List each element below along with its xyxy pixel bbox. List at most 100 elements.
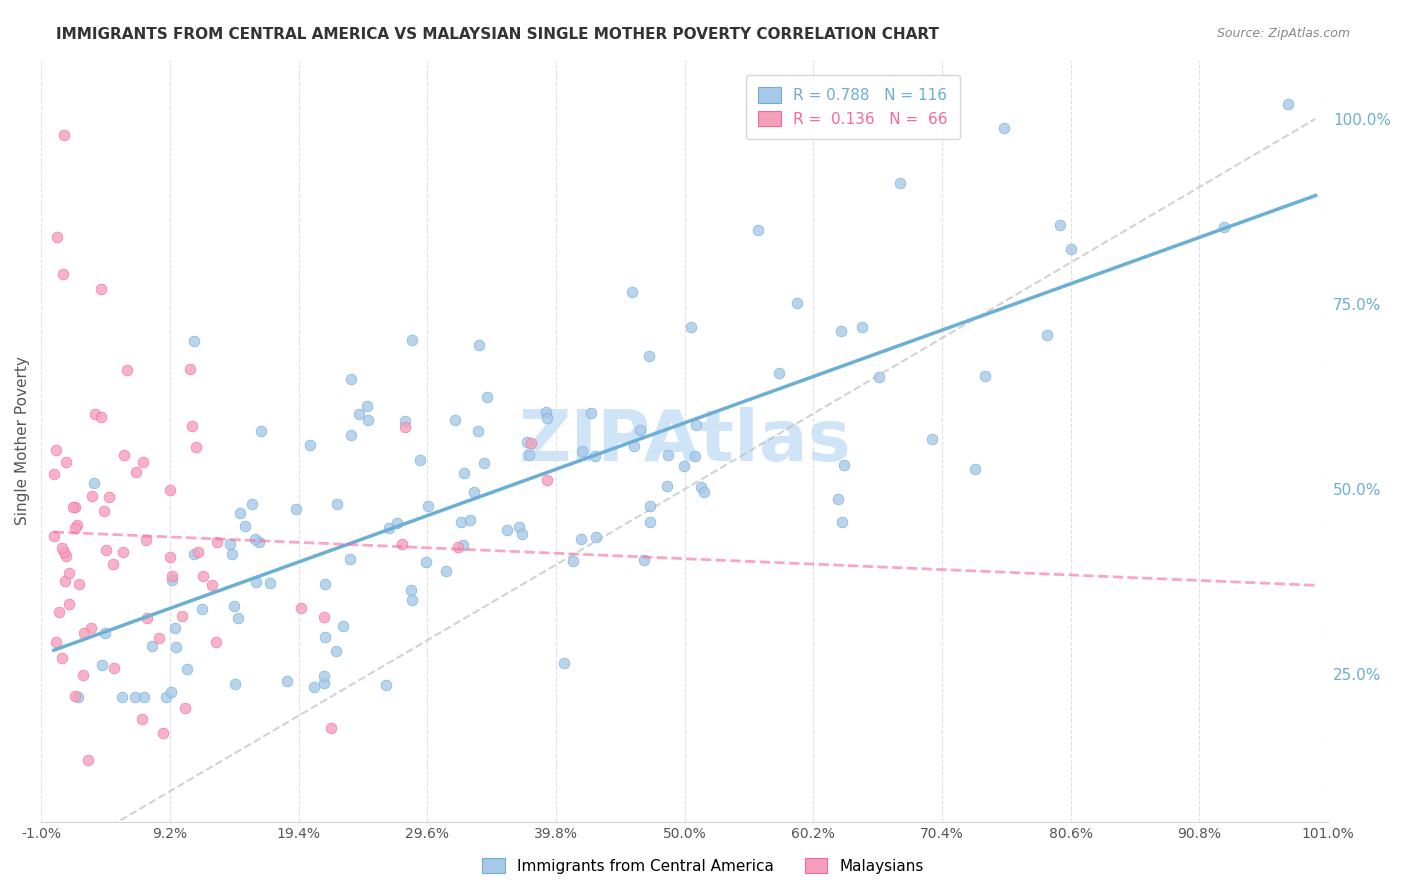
- Y-axis label: Single Mother Poverty: Single Mother Poverty: [15, 357, 30, 525]
- Point: [58, 597, 80, 611]
- Point: [693, 484, 716, 499]
- Point: [132, 690, 155, 704]
- Point: [112, 448, 135, 462]
- Point: [179, 362, 201, 376]
- Point: [62, 500, 84, 515]
- Point: [314, 576, 336, 591]
- Point: [339, 551, 361, 566]
- Point: [638, 499, 661, 513]
- Point: [190, 601, 212, 615]
- Point: [378, 521, 401, 535]
- Point: [186, 545, 208, 559]
- Point: [98, 491, 121, 505]
- Point: [889, 176, 911, 190]
- Point: [298, 437, 321, 451]
- Point: [314, 675, 336, 690]
- Point: [314, 630, 336, 644]
- Point: [520, 436, 543, 450]
- Point: [495, 523, 517, 537]
- Point: [136, 611, 159, 625]
- Point: [415, 556, 437, 570]
- Point: [155, 690, 177, 704]
- Point: [201, 578, 224, 592]
- Point: [391, 537, 413, 551]
- Point: [170, 608, 193, 623]
- Point: [65, 500, 87, 514]
- Point: [77, 752, 100, 766]
- Point: [1212, 220, 1234, 235]
- Point: [159, 550, 181, 565]
- Point: [447, 540, 470, 554]
- Point: [418, 499, 440, 513]
- Point: [408, 453, 430, 467]
- Point: [321, 721, 343, 735]
- Point: [132, 455, 155, 469]
- Point: [90, 410, 112, 425]
- Point: [657, 448, 679, 462]
- Point: [536, 473, 558, 487]
- Point: [534, 405, 557, 419]
- Point: [163, 621, 186, 635]
- Point: [48, 605, 70, 619]
- Point: [101, 557, 124, 571]
- Legend: Immigrants from Central America, Malaysians: Immigrants from Central America, Malaysi…: [475, 852, 931, 880]
- Point: [312, 669, 335, 683]
- Point: [135, 533, 157, 547]
- Point: [633, 552, 655, 566]
- Point: [583, 449, 606, 463]
- Point: [90, 282, 112, 296]
- Point: [993, 121, 1015, 136]
- Point: [356, 400, 378, 414]
- Point: [672, 458, 695, 473]
- Point: [747, 223, 769, 237]
- Point: [53, 545, 76, 559]
- Point: [51, 651, 73, 665]
- Point: [517, 449, 540, 463]
- Point: [229, 507, 252, 521]
- Text: Source: ZipAtlas.com: Source: ZipAtlas.com: [1216, 27, 1350, 40]
- Point: [621, 285, 644, 299]
- Point: [290, 600, 312, 615]
- Point: [219, 537, 242, 551]
- Point: [475, 390, 498, 404]
- Point: [508, 520, 530, 534]
- Point: [1049, 218, 1071, 232]
- Point: [453, 466, 475, 480]
- Point: [1036, 328, 1059, 343]
- Point: [681, 319, 703, 334]
- Point: [141, 639, 163, 653]
- Point: [52, 128, 75, 142]
- Point: [44, 529, 66, 543]
- Point: [689, 480, 711, 494]
- Point: [571, 443, 593, 458]
- Point: [1277, 97, 1299, 112]
- Point: [450, 515, 472, 529]
- Point: [159, 685, 181, 699]
- Point: [868, 370, 890, 384]
- Point: [204, 635, 226, 649]
- Point: [55, 549, 77, 564]
- Point: [44, 467, 66, 481]
- Point: [831, 515, 853, 529]
- Point: [339, 372, 361, 386]
- Point: [786, 296, 808, 310]
- Point: [249, 424, 271, 438]
- Point: [183, 547, 205, 561]
- Point: [83, 475, 105, 490]
- Point: [72, 668, 94, 682]
- Point: [1060, 242, 1083, 256]
- Point: [628, 423, 651, 437]
- Point: [45, 443, 67, 458]
- Point: [160, 573, 183, 587]
- Point: [347, 407, 370, 421]
- Point: [111, 545, 134, 559]
- Point: [55, 455, 77, 469]
- Point: [325, 644, 347, 658]
- Point: [183, 334, 205, 349]
- Point: [832, 458, 855, 472]
- Point: [65, 690, 87, 704]
- Point: [623, 439, 645, 453]
- Point: [165, 640, 187, 655]
- Point: [827, 492, 849, 507]
- Point: [226, 610, 249, 624]
